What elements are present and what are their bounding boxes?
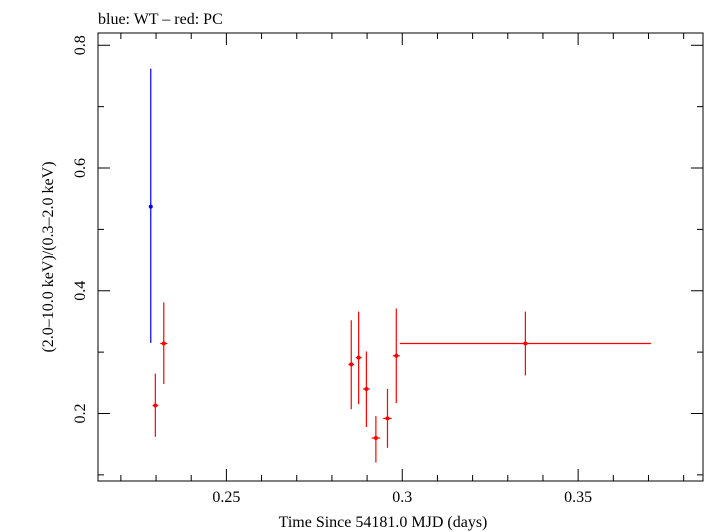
- data-point: [161, 341, 166, 346]
- data-point: [148, 204, 153, 209]
- y-tick-label: 0.8: [72, 35, 89, 55]
- data-point: [385, 416, 390, 421]
- y-tick-label: 0.2: [72, 403, 89, 423]
- data-point: [153, 403, 158, 408]
- data-point: [349, 362, 354, 367]
- x-axis: 0.25 0.3 0.35: [120, 33, 685, 506]
- data-point: [373, 436, 378, 441]
- series-wt: [148, 68, 153, 343]
- x-tick-label: 0.35: [564, 489, 592, 506]
- y-tick-label: 0.4: [72, 281, 89, 301]
- plot-frame: [97, 32, 704, 482]
- y-tick-label: 0.6: [72, 158, 89, 178]
- data-point: [356, 355, 361, 360]
- data-point: [364, 386, 369, 391]
- data-point: [394, 353, 399, 358]
- y-axis-label: (2.0–10.0 keV)/(0.3–2.0 keV): [40, 161, 57, 352]
- x-tick-label: 0.25: [212, 489, 240, 506]
- series-pc: [152, 302, 651, 463]
- plot-area: [148, 68, 651, 463]
- x-axis-label: Time Since 54181.0 MJD (days): [279, 514, 488, 531]
- y-axis: 0.2 0.4 0.6 0.8: [72, 35, 703, 476]
- chart-title: blue: WT – red: PC: [98, 11, 223, 28]
- data-point: [523, 341, 528, 346]
- x-tick-label: 0.3: [392, 489, 412, 506]
